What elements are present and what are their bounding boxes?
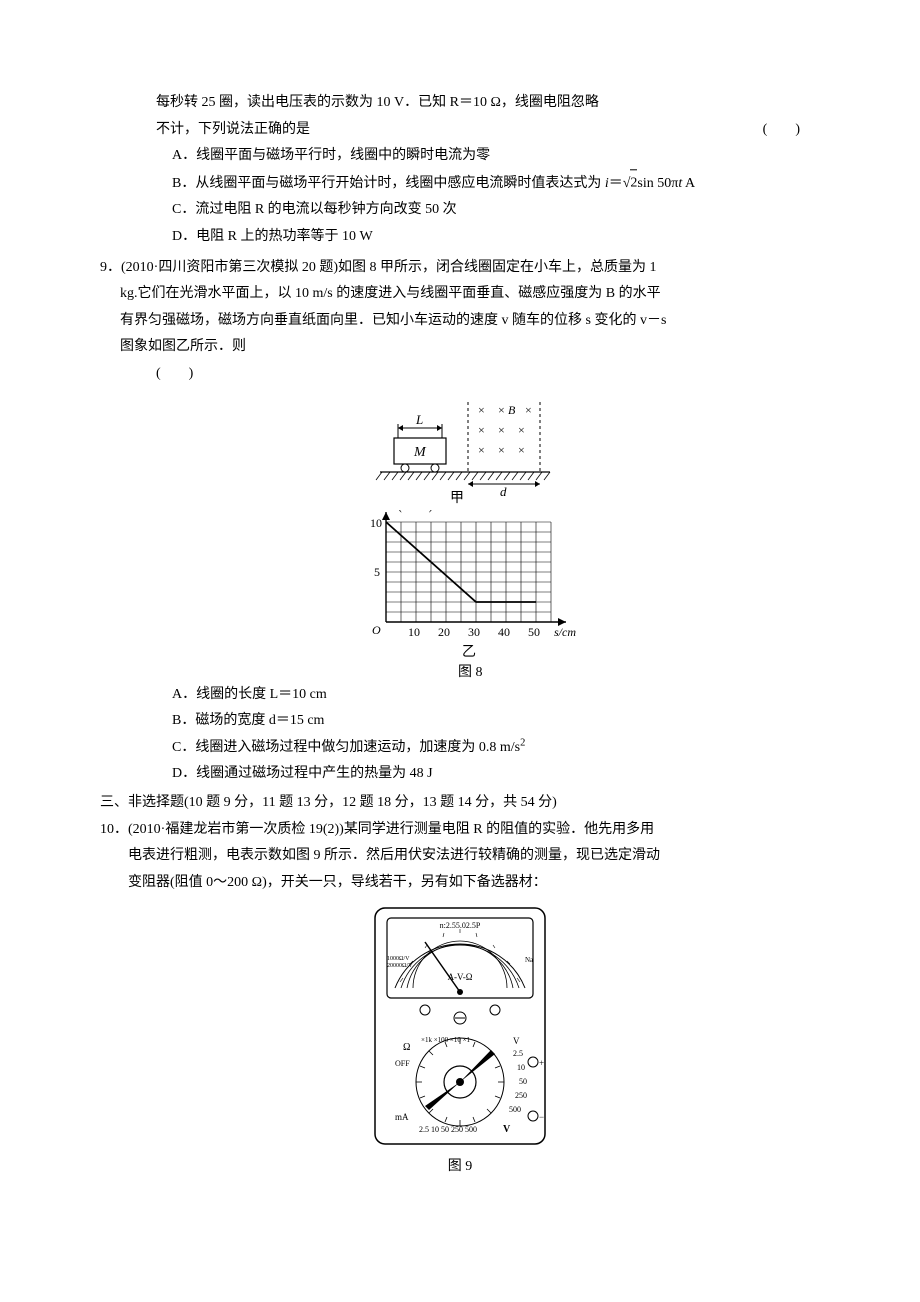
svg-text:×: × (498, 423, 505, 437)
fig8-caption: 图 8 (458, 665, 483, 680)
terminal-plus-icon: + (539, 1058, 544, 1068)
q9-stem1: 如图 8 甲所示，闭合线圈固定在小车上，总质量为 1 (338, 260, 657, 275)
xtick-50: 50 (528, 625, 540, 639)
q9: 9．(2010·四川资阳市第三次模拟 20 题)如图 8 甲所示，闭合线圈固定在… (100, 255, 820, 388)
svg-text:×: × (478, 403, 485, 417)
meter-r-10: 10 (517, 1063, 525, 1072)
sqrt-icon: 2 (623, 170, 638, 198)
ytick-10: 10 (370, 516, 382, 530)
q9-optD: D．线圈通过磁场过程中产生的热量为 48 J (100, 761, 820, 788)
xtick-10: 10 (408, 625, 420, 639)
meter-mid-text: A-V-Ω (448, 972, 473, 982)
multimeter-svg: n:2.55.02.5P A-V-Ω 1000Ω/V20000Ω/V Na Ω … (365, 902, 555, 1152)
meter-V: V (503, 1124, 511, 1135)
q9-optC: C．线圈进入磁场过程中做匀加速运动，加速度为 0.8 m/s2 (100, 735, 820, 762)
q8-optB-mid: ＝ (609, 176, 623, 191)
figure-8-bottom: 10 5 O 10 20 30 40 50 s/cm v/(m·s−1) 乙 图… (100, 510, 820, 680)
meter-r-500: 500 (509, 1105, 521, 1114)
fig8-top-caption: 甲 (450, 491, 464, 504)
meter-scale-seq: ×1k ×100 ×10 ×1 (421, 1036, 471, 1044)
xtick-30: 30 (468, 625, 480, 639)
meter-ohm-label: Ω (403, 1042, 410, 1053)
svg-text:×: × (518, 423, 525, 437)
q8-optB-post: sin 50π (637, 176, 678, 191)
meter-bottom-nums: 2.5 10 50 250 500 (419, 1125, 477, 1134)
fig8-d-label: d (500, 484, 507, 499)
q9-stem2: kg.它们在光滑水平面上，以 10 m/s 的速度进入与线圈平面垂直、磁感应强度… (100, 281, 820, 308)
meter-off: OFF (395, 1059, 410, 1068)
terminal-minus-icon: − (539, 1112, 544, 1122)
fig8-bot-caption: 乙 (462, 644, 476, 660)
figure-9: n:2.55.02.5P A-V-Ω 1000Ω/V20000Ω/V Na Ω … (100, 902, 820, 1181)
fig8-L-label: L (415, 412, 423, 427)
q8-optB-unit: A (682, 176, 695, 191)
q8-stem-line1: 每秒转 25 圈，读出电压表的示数为 10 V．已知 R＝10 Ω，线圈电阻忽略 (156, 90, 820, 117)
q10-stem2: 电表进行粗测，电表示数如图 9 所示．然后用伏安法进行较精确的测量，现已选定滑动 (100, 843, 820, 870)
meter-mA: mA (395, 1112, 409, 1122)
q8-stem-text: 不计，下列说法正确的是 (156, 122, 310, 137)
q9-optB: B．磁场的宽度 d＝15 cm (100, 708, 820, 735)
meter-r-50: 50 (519, 1077, 527, 1086)
q8-optB: B．从线圈平面与磁场平行开始计时，线圈中感应电流瞬时值表达式为 i＝2sin 5… (100, 170, 820, 198)
section-3-heading: 三、非选择题(10 题 9 分，11 题 13 分，12 题 18 分，13 题… (100, 790, 820, 817)
meter-r-2.5: 2.5 (513, 1049, 523, 1058)
q10-stem1: 某同学进行测量电阻 R 的阻值的实验．他先用多用 (344, 822, 654, 837)
q9-optC-pre: C．线圈进入磁场过程中做匀加速运动，加速度为 0.8 m/s (172, 740, 520, 755)
ytick-5: 5 (374, 565, 380, 579)
q8-paren: ( ) (763, 117, 820, 144)
meter-V-top: V (513, 1036, 520, 1046)
fig8-B-label: B (508, 403, 516, 417)
xtick-40: 40 (498, 625, 510, 639)
q9-num: 9． (100, 260, 121, 275)
figure-8-top: ×× B × ××× ××× M L d 甲 (100, 394, 820, 504)
q8-optB-pre: B．从线圈平面与磁场平行开始计时，线圈中感应电流瞬时值表达式为 (172, 176, 605, 191)
q8-optC: C．流过电阻 R 的电流以每秒钟方向改变 50 次 (100, 197, 820, 224)
fig8-M-label: M (413, 445, 427, 460)
q9-optC-sup: 2 (520, 737, 525, 748)
origin-O: O (372, 623, 381, 637)
q8-optD: D．电阻 R 上的热功率等于 10 W (100, 224, 820, 251)
figure-9-caption: 图 9 (100, 1154, 820, 1181)
q10-num: 10． (100, 822, 128, 837)
meter-left-small: 1000Ω/V20000Ω/V (387, 956, 413, 969)
q8-sqrt-arg: 2 (630, 169, 637, 197)
q8-optA: A．线圈平面与磁场平行时，线圈中的瞬时电流为零 (100, 143, 820, 170)
meter-top-text: n:2.55.02.5P (440, 921, 481, 930)
q9-stem4: 图象如图乙所示．则 (100, 334, 820, 361)
q8-stem-line2: 不计，下列说法正确的是 ( ) (156, 117, 820, 144)
svg-text:×: × (525, 403, 532, 417)
svg-text:×: × (478, 423, 485, 437)
svg-text:×: × (498, 403, 505, 417)
q10-src: (2010·福建龙岩市第一次质检 19(2)) (128, 822, 344, 837)
q9-optA: A．线圈的长度 L＝10 cm (100, 682, 820, 709)
svg-text:×: × (478, 443, 485, 457)
fig8-bot-svg: 10 5 O 10 20 30 40 50 s/cm v/(m·s−1) 乙 图… (340, 510, 580, 680)
meter-na: Na (525, 956, 534, 964)
q9-src: (2010·四川资阳市第三次模拟 20 题) (121, 260, 338, 275)
q9-paren: ( ) (100, 361, 820, 388)
svg-text:×: × (498, 443, 505, 457)
q10: 10．(2010·福建龙岩市第一次质检 19(2))某同学进行测量电阻 R 的阻… (100, 817, 820, 897)
ylabel: v/(m·s−1) (390, 510, 433, 513)
q9-stem3: 有界匀强磁场，磁场方向垂直纸面向里．已知小车运动的速度 v 随车的位移 s 变化… (100, 308, 820, 335)
xtick-20: 20 (438, 625, 450, 639)
meter-r-250: 250 (515, 1091, 527, 1100)
fig8-top-svg: ×× B × ××× ××× M L d 甲 (350, 394, 570, 504)
q10-stem3: 变阻器(阻值 0～200 Ω)，开关一只，导线若干，另有如下备选器材： (100, 870, 820, 897)
svg-text:×: × (518, 443, 525, 457)
xlabel: s/cm (554, 625, 576, 639)
